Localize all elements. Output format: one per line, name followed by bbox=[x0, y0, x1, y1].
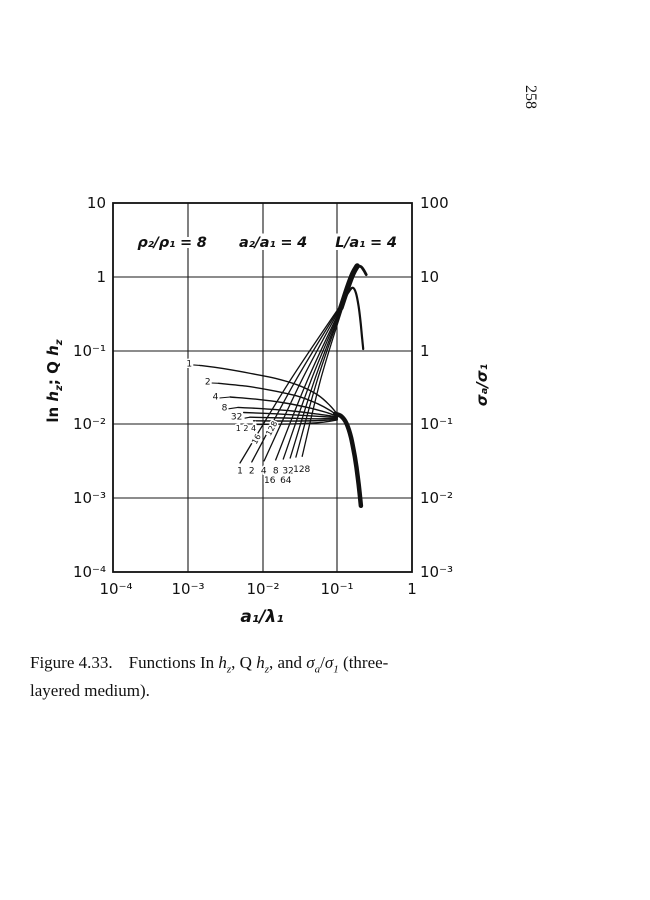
flat-curve-4 bbox=[229, 396, 338, 417]
x-tick-2: 10⁻² bbox=[246, 580, 279, 598]
figure-caption-number: Figure 4.33. bbox=[30, 653, 113, 672]
rising-line-1 bbox=[239, 297, 347, 464]
curve-label-8: 8 bbox=[273, 466, 279, 476]
rising-line-16 bbox=[282, 297, 347, 460]
y-right-tick-2: 1 bbox=[420, 342, 430, 360]
y-right-tick-1: 10 bbox=[420, 268, 439, 286]
y-left-ticks: 10 1 10⁻¹ 10⁻² 10⁻³ 10⁻⁴ bbox=[73, 194, 106, 581]
curve-label-128: 128 bbox=[293, 465, 310, 475]
x-tick-0: 10⁻⁴ bbox=[99, 580, 132, 598]
x-ticks: 10⁻⁴ 10⁻³ 10⁻² 10⁻¹ 1 bbox=[99, 580, 416, 598]
y-left-tick-4: 10⁻³ bbox=[73, 489, 106, 507]
grid bbox=[113, 203, 412, 572]
curve-label-2: 2 bbox=[205, 378, 211, 388]
y-right-ticks: 100 10 1 10⁻¹ 10⁻² 10⁻³ bbox=[420, 194, 453, 581]
y-right-tick-4: 10⁻² bbox=[420, 489, 453, 507]
rising-bundle bbox=[338, 263, 360, 311]
y-left-axis-label: ln hz; Q hz bbox=[44, 339, 65, 422]
flat-bundle-descent bbox=[332, 411, 364, 509]
curve-label-4: 4 bbox=[261, 466, 267, 476]
curve-label-1: 1 bbox=[237, 466, 243, 476]
leader-line-32 bbox=[244, 416, 251, 419]
rising-line-4 bbox=[263, 297, 347, 462]
flat-curve-64 bbox=[252, 418, 338, 422]
figure-caption: Figure 4.33. Functions In hz, Q hz, and σ… bbox=[30, 653, 389, 701]
plot-frame bbox=[112, 202, 413, 573]
curve-label-2: 2 bbox=[249, 466, 255, 476]
flat-curve-1 bbox=[199, 364, 338, 415]
leader-line-8 bbox=[228, 406, 239, 410]
y-left-tick-1: 1 bbox=[96, 268, 106, 286]
x-axis-label: a₁/λ₁ bbox=[240, 607, 283, 627]
x-tick-3: 10⁻¹ bbox=[320, 580, 353, 598]
param-L-ratio: L/a₁ = 4 bbox=[335, 235, 397, 251]
curve-label-64: 64 bbox=[280, 476, 292, 486]
flat-curve-8 bbox=[237, 406, 338, 418]
y-left-tick-3: 10⁻² bbox=[73, 415, 106, 433]
y-left-tick-5: 10⁻⁴ bbox=[73, 563, 106, 581]
curve-label-8: 8 bbox=[222, 403, 228, 413]
y-left-tick-0: 10 bbox=[87, 194, 106, 212]
curves bbox=[193, 263, 368, 509]
curve-label-32: 32 bbox=[282, 466, 293, 476]
caption-text: Functions In bbox=[128, 653, 219, 672]
curve-label-16: 16 bbox=[264, 476, 276, 486]
curve-label-1: 1 bbox=[186, 359, 192, 369]
curve-label-4: 4 bbox=[213, 393, 219, 403]
curve-label-128: 128 bbox=[264, 420, 279, 438]
caption-line2: layered medium). bbox=[30, 681, 150, 701]
parameter-annotation: ρ₂/ρ₁ = 8 a₂/a₁ = 4 L/a₁ = 4 bbox=[134, 232, 400, 254]
flat-curve-128 bbox=[256, 419, 338, 426]
rising-line-2 bbox=[251, 297, 347, 463]
rising-line-8 bbox=[275, 297, 347, 461]
y-right-tick-3: 10⁻¹ bbox=[420, 415, 453, 433]
param-rho-ratio: ρ₂/ρ₁ = 8 bbox=[137, 235, 206, 251]
y-right-axis-label: σₐ/σ₁ bbox=[473, 364, 491, 406]
leader-line-4 bbox=[219, 396, 231, 399]
curve-label-32: 32 bbox=[231, 413, 242, 423]
y-right-tick-5: 10⁻³ bbox=[420, 563, 453, 581]
y-left-tick-2: 10⁻¹ bbox=[73, 342, 106, 360]
x-tick-1: 10⁻³ bbox=[171, 580, 204, 598]
rising-line-64 bbox=[295, 297, 347, 458]
leader-line-1 bbox=[193, 364, 200, 366]
flat-curve-2 bbox=[218, 382, 338, 417]
rising-bundle-hook bbox=[355, 264, 368, 276]
curve-label-1-2-4: 1 2 4 bbox=[236, 424, 256, 433]
y-right-tick-0: 100 bbox=[420, 194, 449, 212]
flat-curve-32 bbox=[249, 416, 338, 420]
rising-line-128 bbox=[301, 297, 347, 457]
flat-curve-16 bbox=[243, 411, 338, 419]
param-a-ratio: a₂/a₁ = 4 bbox=[239, 235, 307, 251]
x-tick-4: 1 bbox=[407, 580, 417, 598]
